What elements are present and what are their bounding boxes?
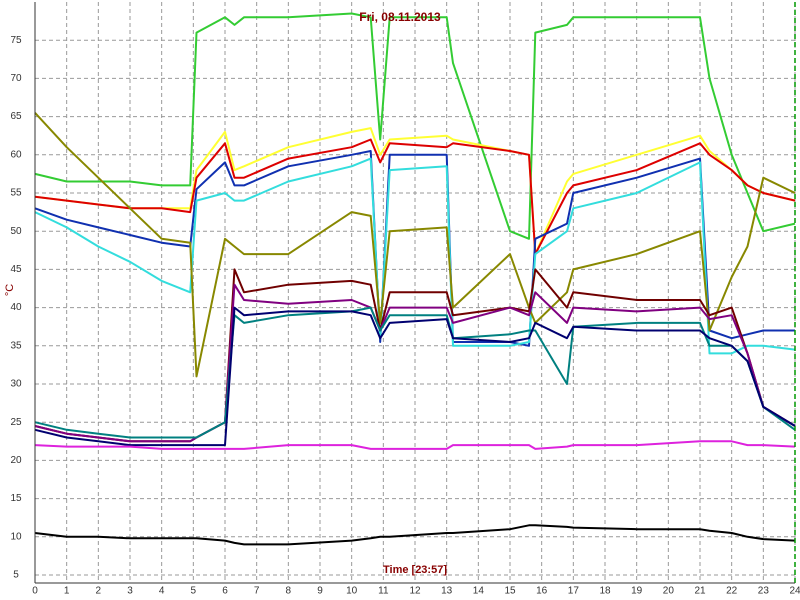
x-tick-label: 5 [191, 586, 197, 597]
x-tick-label: 24 [789, 586, 800, 597]
x-tick-label: 17 [568, 586, 580, 597]
y-axis-label: °C [4, 284, 16, 296]
y-tick-label: 45 [10, 264, 22, 275]
data-line [34, 127, 796, 256]
series-layer [34, 12, 796, 546]
data-line [34, 157, 796, 355]
data-line [34, 12, 796, 240]
y-tick-label: 40 [10, 302, 22, 313]
y-tick-label: 70 [10, 73, 22, 84]
x-tick-label: 14 [473, 586, 485, 597]
x-tick-label: 6 [222, 586, 228, 597]
x-axis-label: Time [23:57] [383, 564, 447, 576]
y-tick-label: 5 [13, 570, 19, 581]
chart-title: Fri, 08.11.2013 [359, 10, 441, 24]
y-tick-label: 55 [10, 188, 22, 199]
x-tick-label: 4 [159, 586, 165, 597]
x-tick-label: 12 [409, 586, 421, 597]
data-line [34, 306, 796, 447]
x-tick-label: 20 [663, 586, 675, 597]
data-line [34, 440, 796, 450]
x-tick-label: 10 [346, 586, 358, 597]
y-tick-label: 15 [10, 493, 22, 504]
x-tick-label: 13 [441, 586, 453, 597]
x-tick-label: 11 [378, 586, 389, 597]
y-tick-label: 75 [10, 35, 22, 46]
x-tick-label: 9 [317, 586, 323, 597]
x-tick-label: 22 [726, 586, 738, 597]
x-tick-label: 1 [64, 586, 70, 597]
data-line [34, 138, 796, 256]
x-tick-label: 3 [127, 586, 133, 597]
x-tick-label: 0 [32, 586, 38, 597]
x-tick-label: 7 [254, 586, 260, 597]
data-line [34, 306, 796, 439]
data-line [34, 112, 796, 378]
x-tick-label: 19 [631, 586, 643, 597]
x-tick-label: 2 [96, 586, 102, 597]
x-tick-label: 23 [758, 586, 770, 597]
y-tick-label: 60 [10, 149, 22, 160]
data-line [34, 283, 796, 443]
x-tick-label: 8 [286, 586, 292, 597]
y-tick-label: 65 [10, 111, 22, 122]
y-tick-label: 20 [10, 455, 22, 466]
y-tick-label: 30 [10, 379, 22, 390]
y-tick-label: 35 [10, 340, 22, 351]
x-tick-label: 21 [694, 586, 706, 597]
data-line [34, 524, 796, 546]
x-tick-label: 16 [536, 586, 548, 597]
y-tick-label: 50 [10, 226, 22, 237]
y-tick-label: 25 [10, 417, 22, 428]
y-tick-label: 10 [10, 531, 22, 542]
x-tick-label: 15 [504, 586, 516, 597]
x-tick-label: 18 [599, 586, 611, 597]
